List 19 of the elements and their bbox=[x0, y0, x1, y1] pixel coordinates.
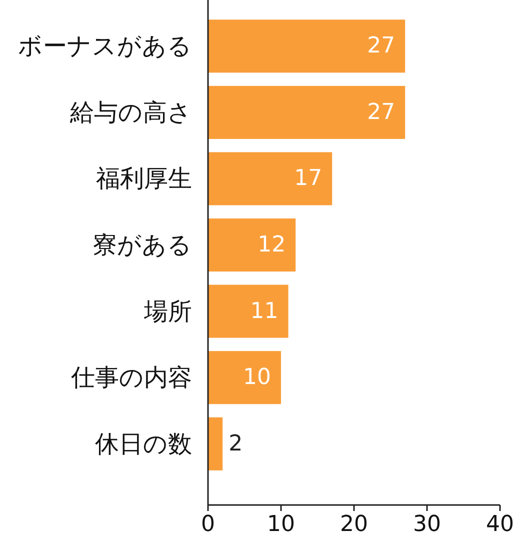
y-tick-label: 休日の数 bbox=[95, 430, 192, 458]
y-tick-label: 仕事の内容 bbox=[70, 364, 192, 392]
x-tick-label: 30 bbox=[413, 512, 441, 537]
y-tick-label: 福利厚生 bbox=[96, 164, 192, 193]
data-label: 27 bbox=[367, 34, 396, 59]
data-label: 2 bbox=[228, 431, 243, 456]
data-label: 12 bbox=[258, 232, 286, 258]
data-label: 27 bbox=[367, 100, 396, 125]
data-label: 10 bbox=[243, 365, 271, 390]
data-label: 11 bbox=[250, 298, 278, 324]
x-tick-label: 0 bbox=[201, 512, 215, 537]
x-tick-label: 10 bbox=[267, 512, 295, 537]
y-tick-label: 場所 bbox=[143, 297, 192, 326]
x-tick-label: 20 bbox=[340, 512, 368, 537]
y-tick-label: ボーナスがある bbox=[18, 32, 192, 60]
data-label: 17 bbox=[294, 166, 322, 192]
x-tick-label: 40 bbox=[486, 512, 514, 537]
y-tick-label: 寮がある bbox=[93, 231, 192, 259]
y-tick-label: 給与の高さ bbox=[69, 98, 192, 126]
